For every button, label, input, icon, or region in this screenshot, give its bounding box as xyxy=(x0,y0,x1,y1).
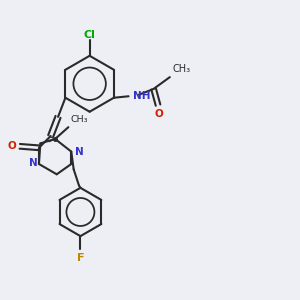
Text: F: F xyxy=(77,253,84,263)
Text: Cl: Cl xyxy=(84,30,96,40)
Text: N: N xyxy=(75,147,84,157)
Text: O: O xyxy=(8,141,16,151)
Text: CH₃: CH₃ xyxy=(173,64,191,74)
Text: NH: NH xyxy=(133,91,151,101)
Text: N: N xyxy=(29,158,38,168)
Text: O: O xyxy=(154,109,163,118)
Text: CH₃: CH₃ xyxy=(71,115,88,124)
